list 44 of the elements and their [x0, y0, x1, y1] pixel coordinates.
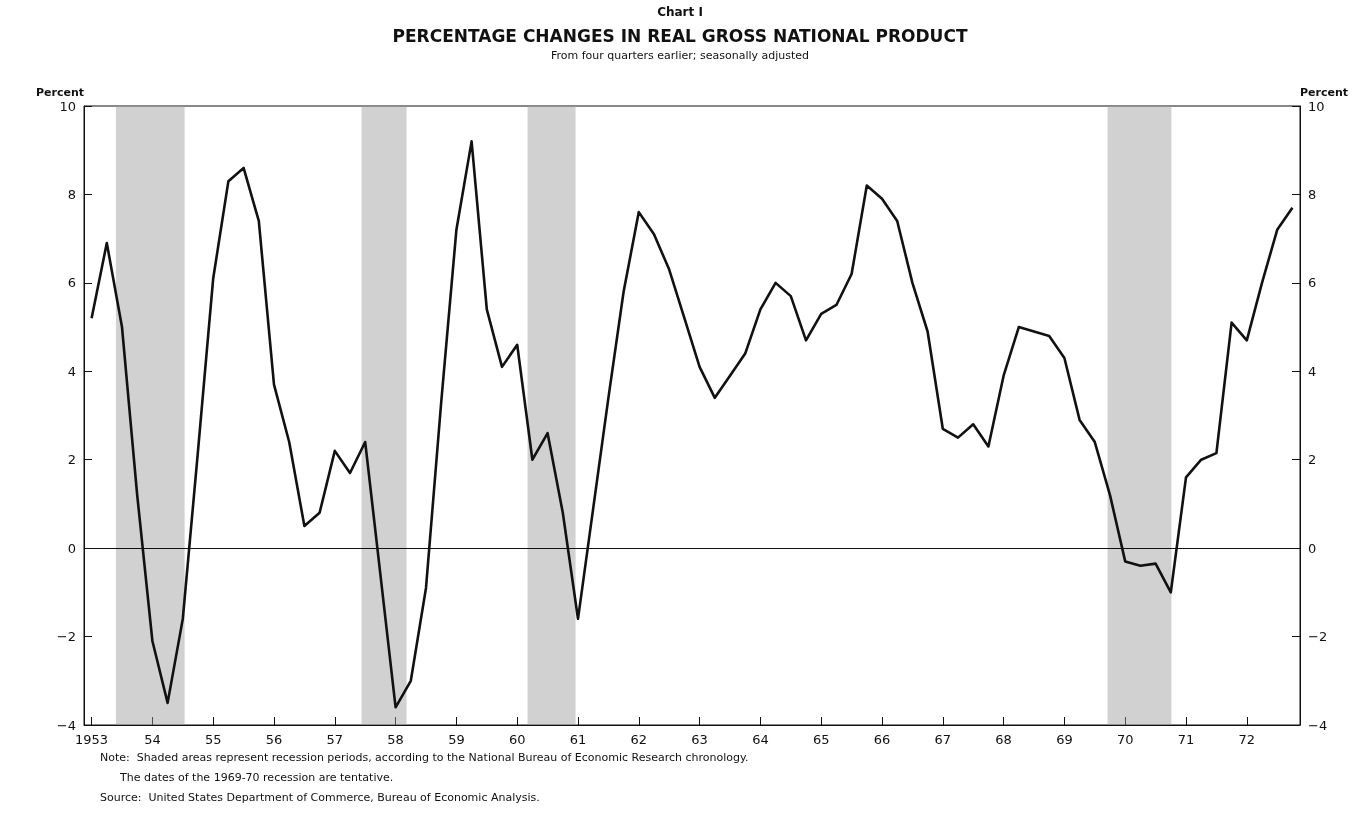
y2-tick-label: −2	[1308, 629, 1328, 645]
x-tick-label: 59	[448, 732, 465, 747]
y-tick-label: 0	[67, 540, 76, 556]
y-axis-title: Percent	[35, 86, 84, 99]
chart-subtitle: From four quarters earlier; seasonally adjusted	[550, 49, 810, 62]
y2-tick-label: 2	[1308, 452, 1317, 468]
x-tick-label: 62	[630, 732, 648, 747]
text: The dates of the 1969-70 recession are tentative.	[119, 771, 394, 784]
y-tick-label: 10	[59, 98, 76, 114]
y2-axis-title: Percent	[1300, 86, 1349, 99]
x-tick-label: 72	[1238, 732, 1256, 747]
x-tick-label: 63	[691, 732, 708, 747]
x-tick-label: 67	[934, 732, 952, 747]
x-tick-label: 68	[995, 732, 1012, 747]
y2-tick-label: −4	[1308, 717, 1328, 733]
x-tick-label: 60	[508, 732, 526, 747]
source-note: Source: United States Department of Commerce, Bureau of Economic Analysis.	[100, 791, 540, 804]
y-tick-label: −2	[56, 629, 76, 645]
y-tick-label: 2	[67, 452, 76, 468]
x-tick-label: 69	[1056, 732, 1073, 747]
x-tick-label: 54	[144, 732, 161, 747]
y-tick-label: 6	[67, 275, 76, 291]
x-tick-label: 57	[326, 732, 344, 747]
y-tick-label: 8	[67, 186, 76, 202]
x-tick-label: 70	[1116, 732, 1134, 747]
y2-tick-label: 10	[1308, 98, 1325, 114]
x-tick-label: 58	[387, 732, 404, 747]
chart-title: PERCENTAGE CHANGES IN REAL GROSS NATIONAL PRODUCT	[392, 25, 968, 46]
x-tick-label: 61	[569, 732, 587, 747]
y2-tick-label: 6	[1308, 275, 1317, 291]
x-tick-label: 55	[204, 732, 222, 747]
y-tick-label: 4	[67, 363, 76, 379]
text: Note: Shaded areas represent recession periods, according to the National Bureau of Economic Research chronology.	[100, 751, 749, 764]
x-tick-label: 66	[873, 732, 891, 747]
x-tick-label: 71	[1177, 732, 1195, 747]
y2-tick-label: 4	[1308, 363, 1317, 379]
y2-tick-label: 0	[1308, 540, 1317, 556]
x-tick-label: 64	[752, 732, 769, 747]
x-tick-label: 56	[265, 732, 283, 747]
y2-tick-label: 8	[1308, 186, 1317, 202]
y-tick-label: −4	[56, 717, 76, 733]
x-tick-label: 1953	[75, 732, 109, 747]
text: Chart I	[657, 5, 703, 19]
x-tick-label: 65	[812, 732, 830, 747]
